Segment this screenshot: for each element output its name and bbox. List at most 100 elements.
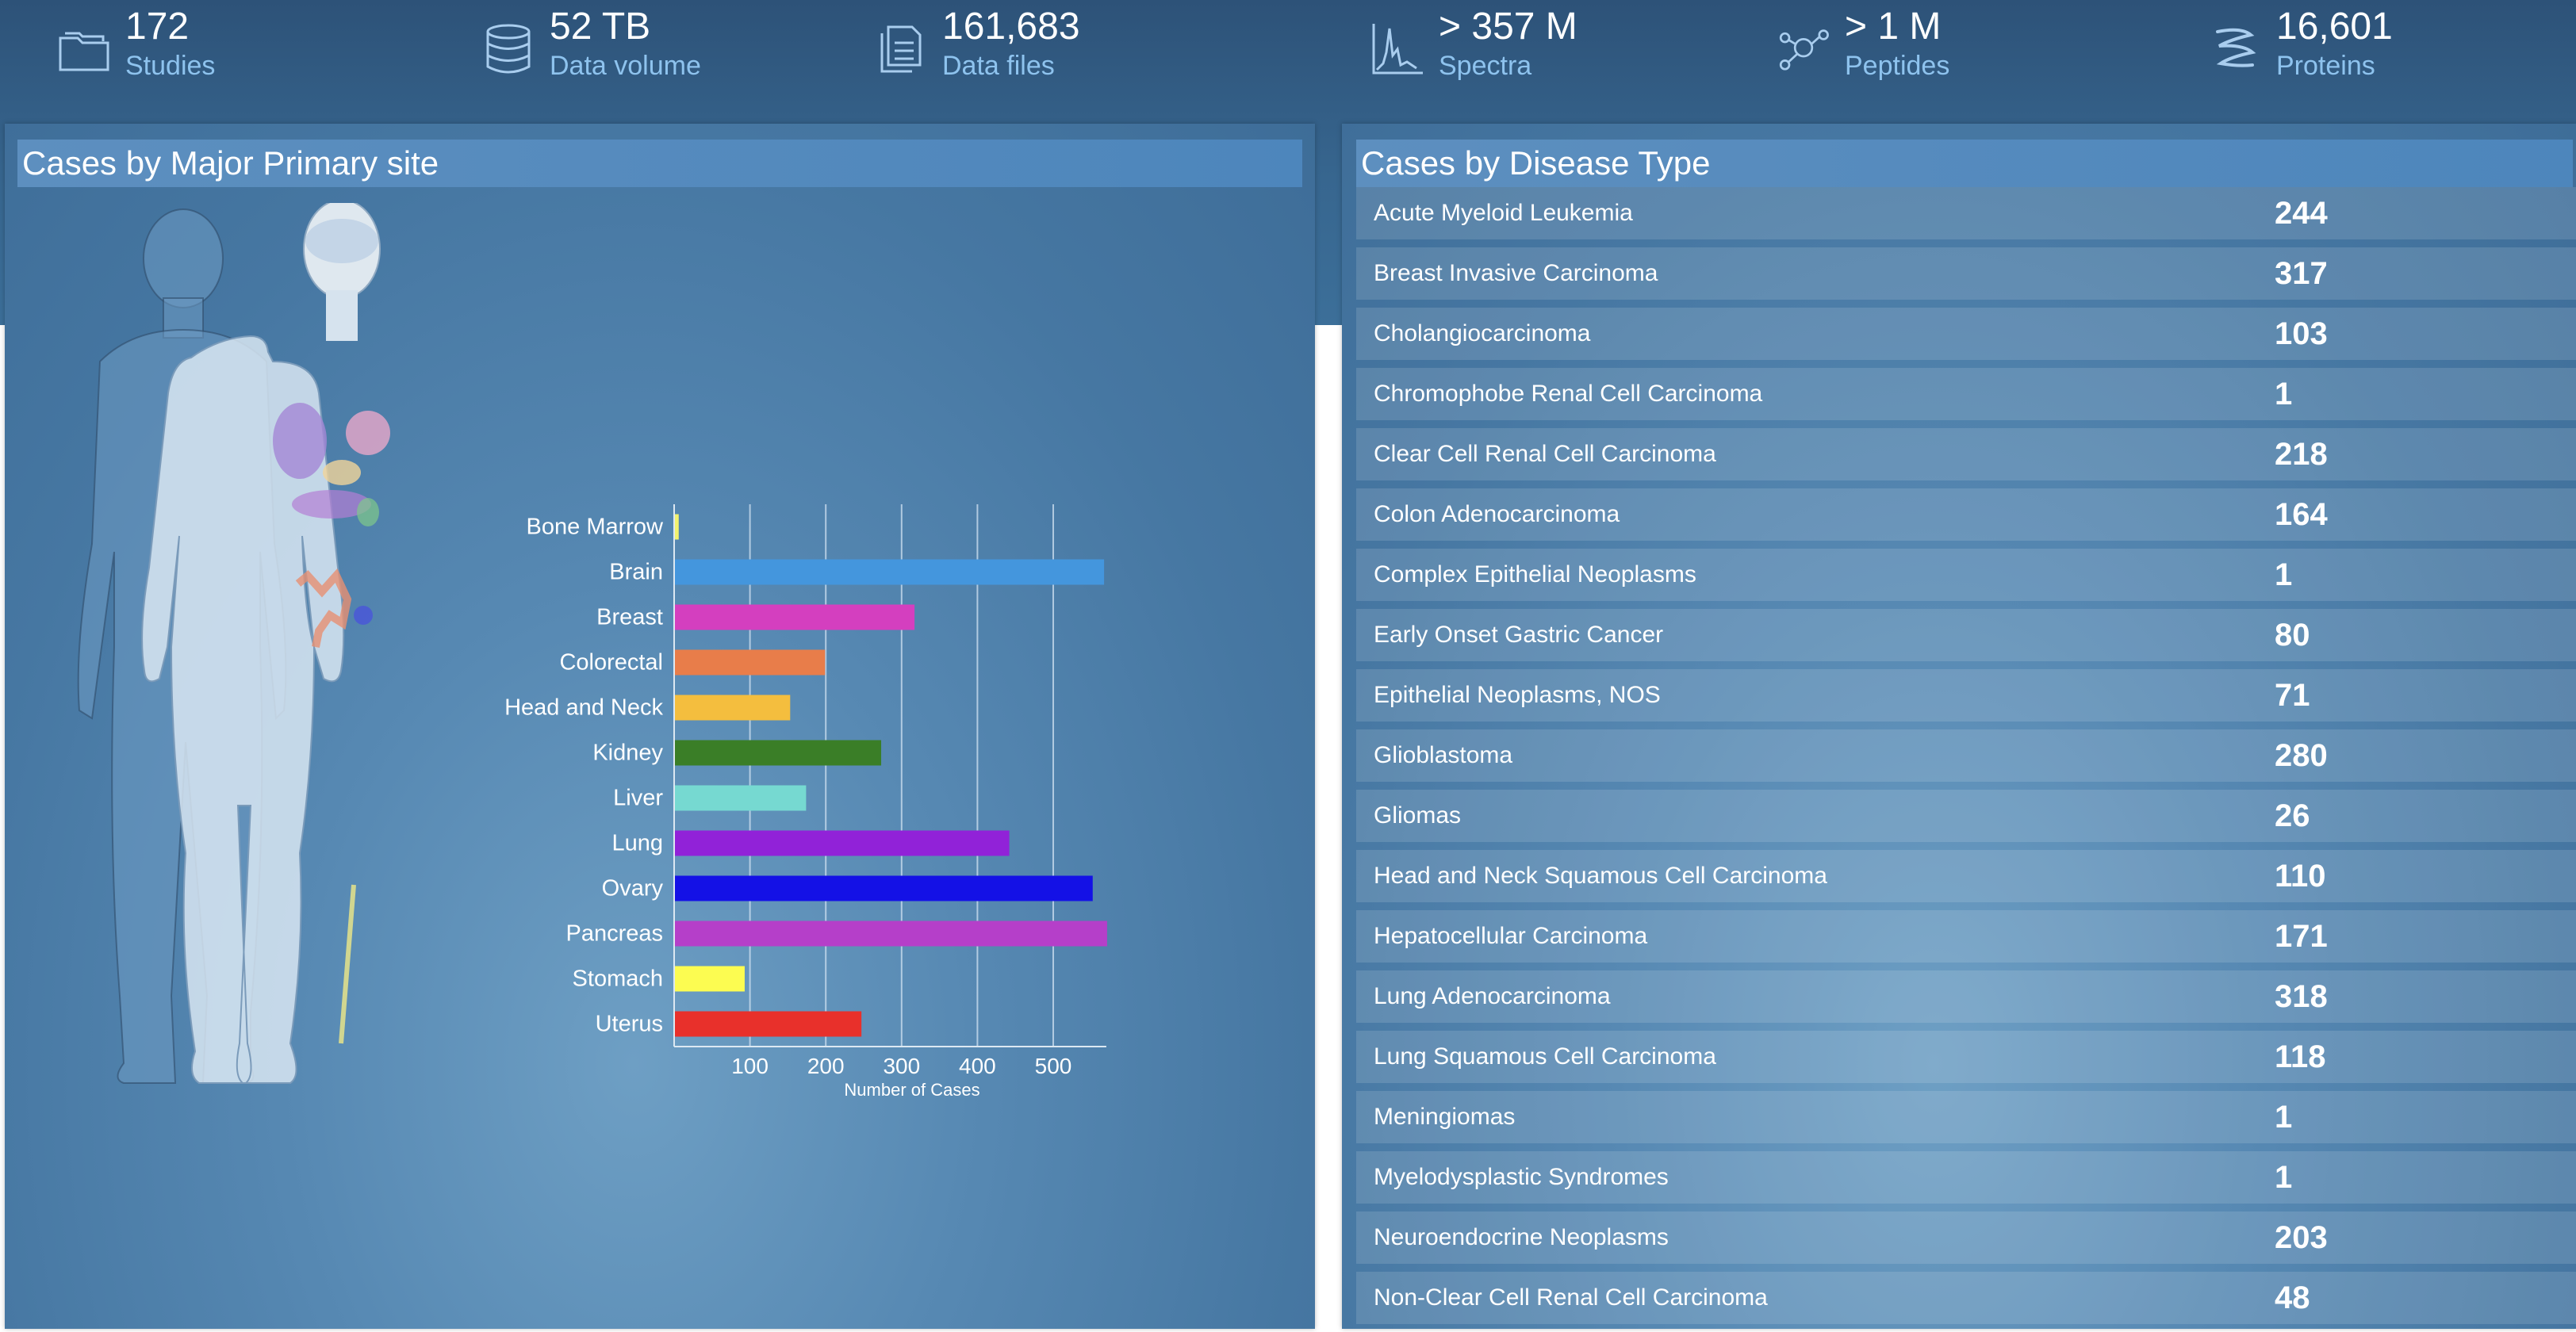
stat-value: 16,601 <box>2276 6 2393 48</box>
disease-row[interactable]: Complex Epithelial Neoplasms 1 <box>1356 549 2576 601</box>
spectra-icon <box>1372 24 1423 75</box>
folder-icon <box>59 32 109 71</box>
disease-name: Epithelial Neoplasms, NOS <box>1374 682 1661 708</box>
stat-peptides[interactable]: > 1 M Peptides <box>1775 0 2060 95</box>
files-icon <box>880 25 922 73</box>
panel-title: Cases by Disease Type <box>1356 140 2573 187</box>
stat-label: Peptides <box>1845 51 1950 81</box>
disease-row[interactable]: Meningiomas 1 <box>1356 1091 2576 1143</box>
disease-count: 203 <box>2275 1220 2328 1255</box>
disease-row[interactable]: Epithelial Neoplasms, NOS 71 <box>1356 669 2576 722</box>
bar-uterus[interactable] <box>675 1011 862 1037</box>
disease-row[interactable]: Myelodysplastic Syndromes 1 <box>1356 1151 2576 1204</box>
disease-row[interactable]: Cholangiocarcinoma 103 <box>1356 308 2576 360</box>
bar-liver[interactable] <box>675 785 807 811</box>
bar-ovary[interactable] <box>675 875 1093 901</box>
disease-row[interactable]: Non-Clear Cell Renal Cell Carcinoma 48 <box>1356 1272 2576 1324</box>
primary-site-panel: Cases by Major Primary site 100 200 300 400 <box>5 124 1315 1329</box>
disease-row[interactable]: Early Onset Gastric Cancer 80 <box>1356 609 2576 661</box>
disease-row[interactable]: Head and Neck Squamous Cell Carcinoma 110 <box>1356 850 2576 902</box>
stat-spectra[interactable]: > 357 M Spectra <box>1369 0 1654 95</box>
disease-count: 171 <box>2275 919 2328 954</box>
bar-brain[interactable] <box>675 559 1105 585</box>
disease-count: 48 <box>2275 1280 2310 1315</box>
disease-name: Non-Clear Cell Renal Cell Carcinoma <box>1374 1284 1768 1311</box>
disease-row[interactable]: Gliomas 26 <box>1356 790 2576 842</box>
disease-count: 1 <box>2275 377 2293 411</box>
bar-breast[interactable] <box>675 604 915 630</box>
disease-row[interactable]: Chromophobe Renal Cell Carcinoma 1 <box>1356 368 2576 420</box>
disease-count: 1 <box>2275 557 2293 592</box>
disease-name: Chromophobe Renal Cell Carcinoma <box>1374 381 1763 407</box>
disease-name: Clear Cell Renal Cell Carcinoma <box>1374 441 1716 467</box>
disease-count: 280 <box>2275 738 2328 773</box>
bar-colorectal[interactable] <box>675 649 826 676</box>
disease-name: Lung Adenocarcinoma <box>1374 983 1611 1009</box>
disease-row[interactable]: Hepatocellular Carcinoma 171 <box>1356 910 2576 963</box>
category-label: Colorectal <box>559 650 663 676</box>
bar-lung[interactable] <box>675 830 1010 856</box>
stat-studies[interactable]: 172 Studies <box>56 0 341 95</box>
disease-name: Hepatocellular Carcinoma <box>1374 923 1648 949</box>
disease-row[interactable]: Glioblastoma 280 <box>1356 729 2576 782</box>
disease-row[interactable]: Breast Invasive Carcinoma 317 <box>1356 247 2576 300</box>
x-tick-label: 100 <box>731 1054 769 1078</box>
disease-type-panel: Cases by Disease Type Acute Myeloid Leuk… <box>1342 124 2576 1329</box>
disease-count: 164 <box>2275 497 2328 532</box>
bar-pancreas[interactable] <box>675 921 1107 947</box>
stat-value: > 357 M <box>1439 6 1577 48</box>
stat-data-files[interactable]: 161,683 Data files <box>872 0 1158 95</box>
disease-count: 110 <box>2275 859 2326 894</box>
category-label: Head and Neck <box>504 695 663 721</box>
stat-label: Studies <box>125 51 216 81</box>
category-label: Bone Marrow <box>527 515 665 540</box>
category-label: Ovary <box>602 876 664 901</box>
stat-value: 161,683 <box>942 6 1080 48</box>
stat-value: 172 <box>125 6 190 48</box>
disease-row[interactable]: Colon Adenocarcinoma 164 <box>1356 488 2576 541</box>
stat-label: Data files <box>942 51 1055 81</box>
disease-count: 71 <box>2275 678 2310 713</box>
disease-name: Breast Invasive Carcinoma <box>1374 260 1658 286</box>
disease-row[interactable]: Lung Squamous Cell Carcinoma 118 <box>1356 1031 2576 1083</box>
disease-row[interactable]: Neuroendocrine Neoplasms 203 <box>1356 1211 2576 1264</box>
x-tick-label: 500 <box>1035 1054 1072 1078</box>
disease-count: 1 <box>2275 1100 2293 1135</box>
disease-name: Cholangiocarcinoma <box>1374 320 1591 346</box>
disease-name: Acute Myeloid Leukemia <box>1374 200 1633 226</box>
disease-name: Myelodysplastic Syndromes <box>1374 1164 1669 1190</box>
disease-name: Neuroendocrine Neoplasms <box>1374 1224 1669 1250</box>
bar-kidney[interactable] <box>675 740 882 766</box>
disease-count: 1 <box>2275 1160 2293 1195</box>
bar-head-and-neck[interactable] <box>675 695 791 721</box>
stat-data-volume[interactable]: 52 TB Data volume <box>480 0 765 95</box>
stat-proteins[interactable]: 16,601 Proteins <box>2206 0 2492 95</box>
x-tick-label: 400 <box>959 1054 996 1078</box>
disease-name: Lung Squamous Cell Carcinoma <box>1374 1043 1716 1070</box>
category-label: Lung <box>611 831 663 856</box>
disease-count: 118 <box>2275 1039 2326 1074</box>
protein-icon <box>2216 28 2256 67</box>
disease-name: Glioblastoma <box>1374 742 1513 768</box>
category-label: Kidney <box>592 741 663 766</box>
bar-bone-marrow[interactable] <box>675 514 679 540</box>
disease-type-list: Acute Myeloid Leukemia 244 Breast Invasive… <box>1356 187 2576 1332</box>
disease-row[interactable]: Lung Adenocarcinoma 318 <box>1356 970 2576 1023</box>
stat-value: 52 TB <box>550 6 651 48</box>
category-label: Uterus <box>596 1012 663 1037</box>
category-label: Liver <box>613 786 663 811</box>
category-label: Pancreas <box>565 921 663 947</box>
bar-stomach[interactable] <box>675 966 745 992</box>
disease-count: 103 <box>2275 316 2328 351</box>
stat-label: Proteins <box>2276 51 2375 81</box>
x-tick-label: 300 <box>883 1054 920 1078</box>
category-label: Brain <box>609 560 663 585</box>
disease-row[interactable]: Clear Cell Renal Cell Carcinoma 218 <box>1356 428 2576 480</box>
primary-site-bar-chart: 100 200 300 400 500 Bone Marrow Brain Breast Col… <box>504 504 1107 1100</box>
category-label: Stomach <box>573 966 663 992</box>
disease-name: Gliomas <box>1374 802 1462 829</box>
disease-name: Early Onset Gastric Cancer <box>1374 622 1664 648</box>
disease-row[interactable]: Acute Myeloid Leukemia 244 <box>1356 187 2576 239</box>
stat-label: Data volume <box>550 51 701 81</box>
stat-label: Spectra <box>1439 51 1532 81</box>
